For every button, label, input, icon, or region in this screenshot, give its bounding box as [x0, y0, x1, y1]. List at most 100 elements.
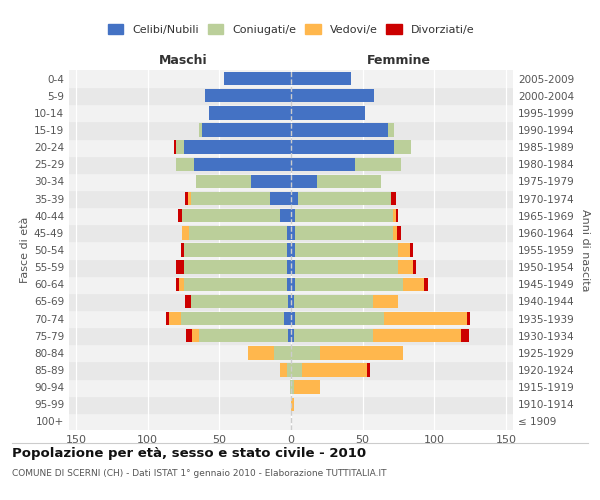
Bar [295, 226, 392, 239]
Bar [395, 209, 398, 222]
Bar [176, 278, 179, 291]
Bar [169, 312, 181, 326]
Bar [182, 226, 190, 239]
Bar [191, 192, 269, 205]
Bar [320, 346, 403, 360]
Bar [291, 244, 295, 256]
Bar [291, 192, 298, 205]
Bar [69, 293, 513, 310]
Bar [392, 226, 397, 239]
Bar [199, 124, 202, 136]
Bar [291, 278, 295, 291]
Bar [295, 260, 398, 274]
Bar [291, 398, 294, 411]
Bar [269, 192, 291, 205]
Bar [69, 156, 513, 173]
Bar [291, 140, 394, 154]
Bar [69, 87, 513, 104]
Bar [398, 260, 413, 274]
Bar [291, 124, 388, 136]
Bar [190, 226, 287, 239]
Bar [287, 278, 291, 291]
Bar [69, 70, 513, 87]
Bar [397, 226, 401, 239]
Bar [291, 174, 317, 188]
Bar [291, 158, 355, 171]
Bar [202, 124, 291, 136]
Bar [391, 192, 395, 205]
Bar [287, 260, 291, 274]
Bar [373, 329, 461, 342]
Bar [367, 364, 370, 376]
Bar [403, 278, 424, 291]
Bar [176, 158, 194, 171]
Bar [291, 380, 294, 394]
Bar [392, 209, 395, 222]
Bar [295, 244, 398, 256]
Bar [173, 140, 176, 154]
Bar [355, 158, 401, 171]
Bar [274, 346, 291, 360]
Bar [69, 173, 513, 190]
Bar [295, 278, 403, 291]
Bar [69, 138, 513, 156]
Bar [291, 72, 351, 86]
Bar [69, 122, 513, 138]
Bar [69, 378, 513, 396]
Bar [209, 106, 291, 120]
Bar [69, 276, 513, 293]
Y-axis label: Fasce di età: Fasce di età [20, 217, 30, 283]
Bar [69, 396, 513, 413]
Bar [294, 329, 373, 342]
Bar [191, 294, 288, 308]
Bar [69, 190, 513, 207]
Text: COMUNE DI SCERNI (CH) - Dati ISTAT 1° gennaio 2010 - Elaborazione TUTTITALIA.IT: COMUNE DI SCERNI (CH) - Dati ISTAT 1° ge… [12, 469, 386, 478]
Text: Popolazione per età, sesso e stato civile - 2010: Popolazione per età, sesso e stato civil… [12, 448, 366, 460]
Bar [176, 140, 184, 154]
Bar [194, 158, 291, 171]
Bar [410, 244, 413, 256]
Bar [185, 294, 191, 308]
Bar [424, 278, 428, 291]
Bar [398, 244, 410, 256]
Bar [317, 174, 381, 188]
Bar [291, 294, 294, 308]
Bar [248, 346, 274, 360]
Bar [287, 364, 291, 376]
Bar [69, 207, 513, 224]
Bar [280, 209, 291, 222]
Bar [69, 104, 513, 122]
Bar [294, 294, 373, 308]
Bar [166, 312, 169, 326]
Bar [291, 329, 294, 342]
Bar [291, 209, 295, 222]
Bar [388, 124, 394, 136]
Bar [288, 294, 291, 308]
Bar [178, 209, 182, 222]
Bar [284, 312, 291, 326]
Bar [224, 72, 291, 86]
Y-axis label: Anni di nascita: Anni di nascita [580, 209, 590, 291]
Bar [413, 260, 416, 274]
Bar [280, 364, 287, 376]
Bar [69, 413, 513, 430]
Bar [192, 329, 199, 342]
Bar [291, 89, 374, 102]
Bar [291, 346, 320, 360]
Bar [461, 329, 469, 342]
Text: Femmine: Femmine [367, 54, 430, 66]
Bar [185, 192, 188, 205]
Bar [373, 294, 398, 308]
Bar [199, 329, 288, 342]
Bar [69, 224, 513, 242]
Bar [394, 140, 412, 154]
Text: Maschi: Maschi [159, 54, 208, 66]
Bar [467, 312, 470, 326]
Bar [291, 260, 295, 274]
Bar [288, 329, 291, 342]
Bar [291, 312, 295, 326]
Bar [196, 174, 251, 188]
Bar [187, 329, 192, 342]
Bar [290, 380, 291, 394]
Bar [302, 364, 367, 376]
